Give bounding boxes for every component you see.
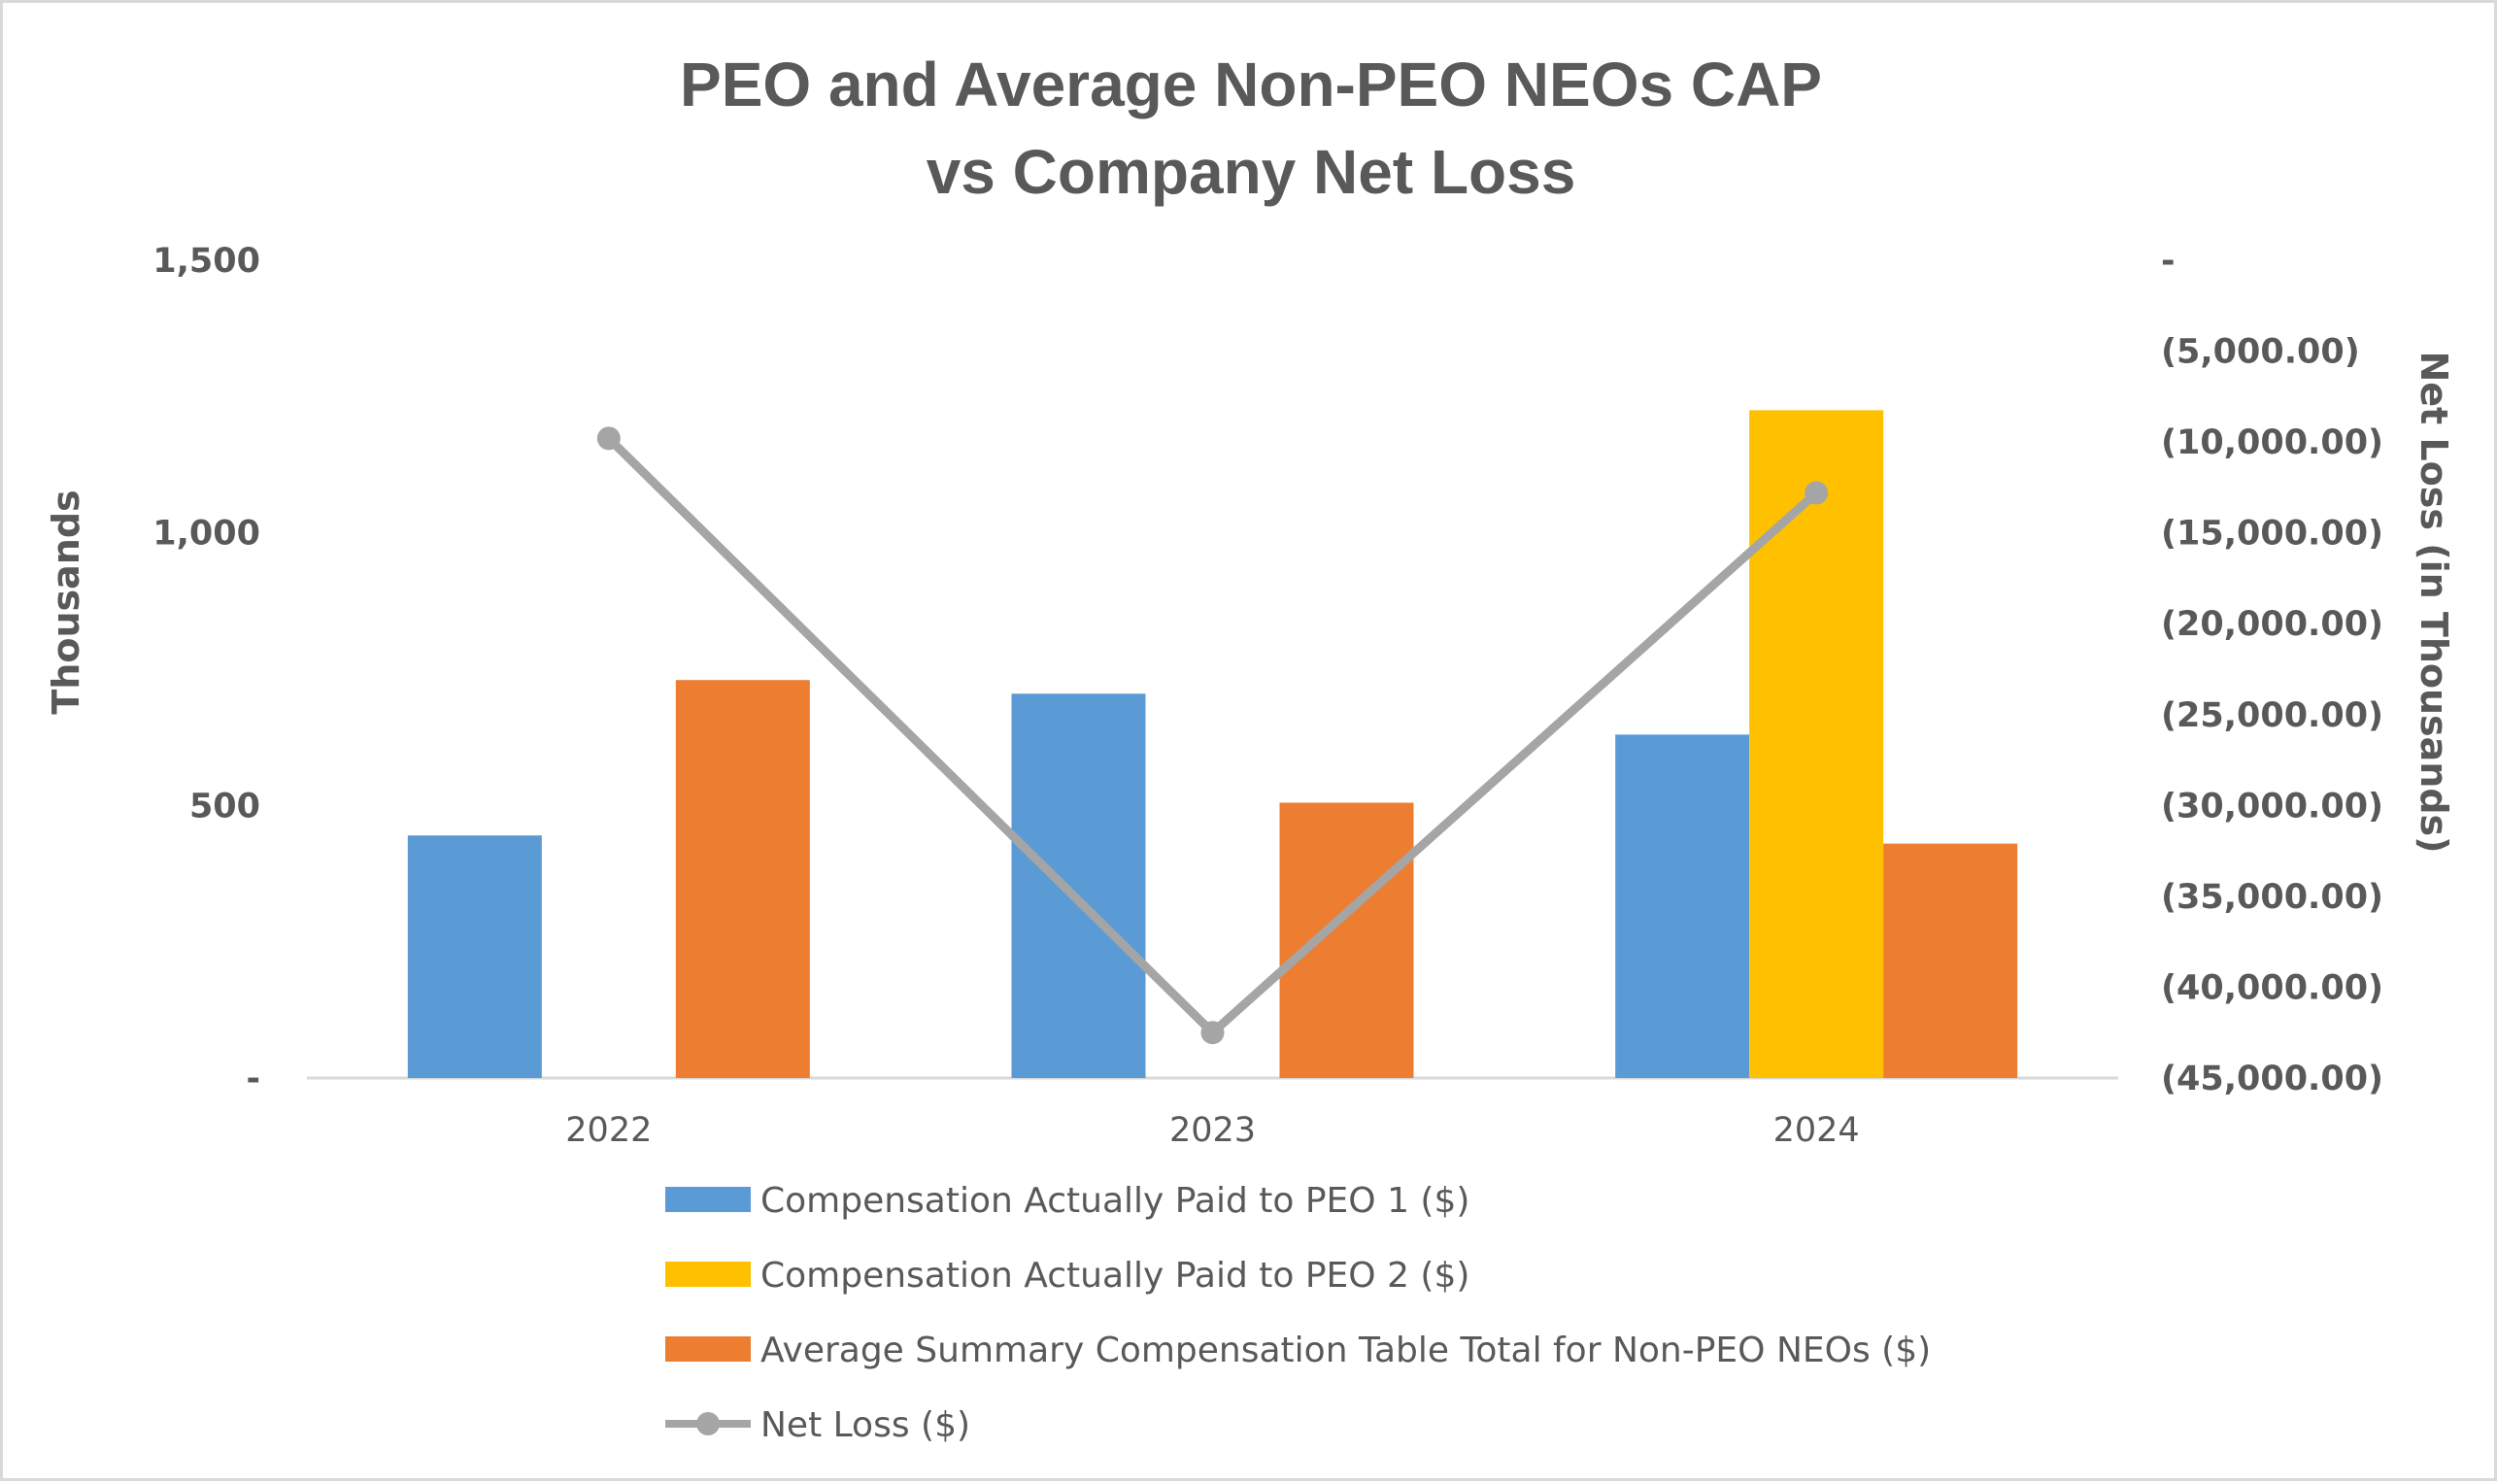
line-point [1200,1021,1225,1045]
plot-area: - 500 1,000 1,500 - (5,000.00) (10,000.00) (15,… [152,242,2383,1150]
y2-tick-label: (40,000.00) [2161,968,2383,1007]
chart-title-line2: vs Company Net Loss [927,137,1576,207]
y-tick-label: 1,500 [152,242,260,281]
y2-tick-label: - [2161,242,2176,281]
y2-tick-label: (30,000.00) [2161,787,2383,826]
legend-marker [696,1412,720,1435]
legend-swatch [665,1336,751,1362]
chart-svg: PEO and Average Non-PEO NEOs CAP vs Comp… [45,50,2455,1445]
y2-tick-label: (15,000.00) [2161,515,2383,554]
chart-title: PEO and Average Non-PEO NEOs CAP [680,50,1822,119]
bar [1279,802,1414,1078]
y-tick-label: 500 [189,787,260,826]
y-tick-label: - [246,1060,260,1098]
legend-swatch [665,1187,751,1212]
bar [1749,410,1884,1078]
legend: Compensation Actually Paid to PEO 1 ($) C… [665,1181,1931,1445]
y-tick-label: 1,000 [152,515,260,554]
bar [675,680,810,1078]
legend-label: Net Loss ($) [760,1405,970,1445]
line-point [1805,481,1829,505]
y2-tick-label: (5,000.00) [2161,333,2360,372]
x-tick-label: 2023 [1169,1111,1256,1150]
y2-tick-label: (35,000.00) [2161,878,2383,917]
y2-tick-label: (45,000.00) [2161,1060,2383,1098]
y-axis-title: Thousands [45,489,87,714]
bar [1883,843,2018,1078]
legend-label: Compensation Actually Paid to PEO 2 ($) [760,1256,1469,1296]
bar [1615,734,1750,1078]
x-tick-label: 2022 [565,1111,652,1150]
bar [1011,693,1146,1078]
legend-swatch [665,1262,751,1287]
y2-tick-label: (10,000.00) [2161,423,2383,462]
y2-tick-label: (20,000.00) [2161,605,2383,644]
bar [407,835,542,1078]
legend-label: Compensation Actually Paid to PEO 1 ($) [760,1181,1469,1221]
y2-axis-title: Net Loss (in Thousands) [2413,351,2455,853]
line-point [596,426,621,451]
x-tick-label: 2024 [1773,1111,1860,1150]
legend-label: Average Summary Compensation Table Total… [760,1331,1931,1370]
y2-tick-label: (25,000.00) [2161,696,2383,735]
